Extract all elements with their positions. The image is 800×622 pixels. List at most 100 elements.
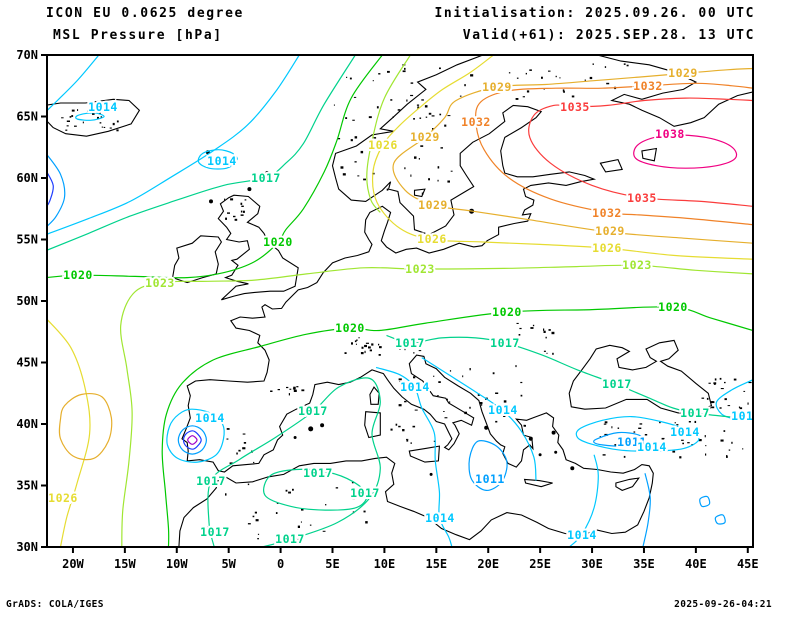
terrain-mark xyxy=(413,338,416,340)
island-spot xyxy=(247,187,252,192)
contour-label: 1026 xyxy=(48,491,78,505)
terrain-mark xyxy=(285,489,288,492)
terrain-mark xyxy=(103,126,106,128)
model-title: ICON EU 0.0625 degree xyxy=(46,6,244,21)
terrain-mark xyxy=(410,389,413,391)
terrain-mark xyxy=(354,340,357,343)
terrain-mark xyxy=(384,141,387,144)
terrain-mark xyxy=(358,337,360,339)
contour-label: 1035 xyxy=(560,100,590,114)
isobar-1014 xyxy=(197,149,238,170)
terrain-mark xyxy=(606,82,610,85)
terrain-mark xyxy=(61,117,64,119)
terrain-mark xyxy=(726,456,728,458)
terrain-mark xyxy=(708,407,711,409)
creation-timestamp: 2025-09-26-04:21 xyxy=(674,599,772,610)
terrain-mark xyxy=(711,406,715,409)
terrain-mark xyxy=(369,349,372,352)
terrain-mark xyxy=(728,449,731,451)
contour-label: 1017 xyxy=(298,404,328,418)
contour-label: 1032 xyxy=(592,206,622,220)
isobar-1026 xyxy=(47,318,91,547)
terrain-mark xyxy=(356,339,358,341)
isobar-1011 xyxy=(642,473,651,547)
terrain-mark xyxy=(344,352,347,354)
terrain-mark xyxy=(404,347,406,351)
isobar-1035 xyxy=(528,97,753,207)
island-spot xyxy=(429,472,433,476)
coastline xyxy=(408,445,440,463)
terrain-mark xyxy=(530,327,534,329)
terrain-mark xyxy=(77,109,79,111)
terrain-mark xyxy=(226,438,229,440)
terrain-mark xyxy=(623,63,626,65)
terrain-mark xyxy=(364,350,366,354)
valid-time: Valid(+61): 2025.SEP.28. 13 UTC xyxy=(462,28,755,43)
terrain-mark xyxy=(428,112,432,115)
contour-label: 1029 xyxy=(410,130,440,144)
terrain-mark xyxy=(628,438,631,440)
island-spot xyxy=(293,436,297,439)
lon-tick-label: 5E xyxy=(325,557,339,571)
isobar-1017 xyxy=(263,468,368,511)
isobar-1017 xyxy=(386,334,753,420)
contour-label: 1020 xyxy=(63,268,93,282)
isobar-1023 xyxy=(120,264,753,547)
terrain-mark xyxy=(240,214,244,216)
isobar-1014 xyxy=(575,415,700,452)
terrain-mark xyxy=(292,388,296,390)
contour-label: 1017 xyxy=(680,406,710,420)
island-spot xyxy=(538,453,542,457)
terrain-mark xyxy=(345,117,348,119)
terrain-mark xyxy=(227,212,230,214)
terrain-mark xyxy=(368,346,371,349)
contour-label: 1035 xyxy=(627,191,657,205)
terrain-mark xyxy=(529,69,532,71)
contour-label: 1032 xyxy=(633,79,663,93)
terrain-mark xyxy=(322,530,326,532)
coastline xyxy=(615,477,641,492)
terrain-mark xyxy=(378,354,381,356)
contour-label: 1029 xyxy=(482,80,512,94)
terrain-mark xyxy=(611,426,613,429)
terrain-mark xyxy=(101,126,104,128)
terrain-mark xyxy=(705,445,707,447)
terrain-mark xyxy=(361,346,364,349)
terrain-mark xyxy=(387,70,390,73)
terrain-mark xyxy=(719,407,722,409)
terrain-mark xyxy=(614,444,617,446)
isobar-1029 xyxy=(58,392,113,461)
terrain-mark xyxy=(412,425,416,428)
contour-label: 1020 xyxy=(263,235,293,249)
terrain-mark xyxy=(351,342,353,345)
terrain-mark xyxy=(562,89,565,92)
terrain-mark xyxy=(301,508,304,511)
terrain-mark xyxy=(360,352,364,355)
terrain-mark xyxy=(288,491,291,494)
terrain-mark xyxy=(449,401,451,403)
coastline xyxy=(171,235,223,284)
terrain-mark xyxy=(513,409,517,411)
terrain-mark xyxy=(244,199,247,201)
terrain-mark xyxy=(604,421,608,424)
isobar-1014 xyxy=(421,357,537,481)
isobar-1011 xyxy=(593,431,644,447)
terrain-mark xyxy=(414,409,418,411)
terrain-mark xyxy=(225,493,227,496)
terrain-mark xyxy=(71,109,75,112)
contour-label: 1011 xyxy=(475,472,505,486)
terrain-mark xyxy=(679,456,682,459)
terrain-mark xyxy=(404,400,407,403)
terrain-mark xyxy=(431,115,435,117)
terrain-mark xyxy=(659,421,661,424)
contour-label: 1017 xyxy=(490,336,520,350)
terrain-mark xyxy=(352,119,355,121)
terrain-mark xyxy=(439,67,441,70)
lon-tick-label: 15E xyxy=(425,557,447,571)
terrain-mark xyxy=(714,378,717,381)
terrain-mark xyxy=(225,217,227,220)
terrain-mark xyxy=(516,322,519,324)
terrain-mark xyxy=(720,388,724,390)
coastline xyxy=(47,98,141,137)
terrain-mark xyxy=(524,425,526,427)
